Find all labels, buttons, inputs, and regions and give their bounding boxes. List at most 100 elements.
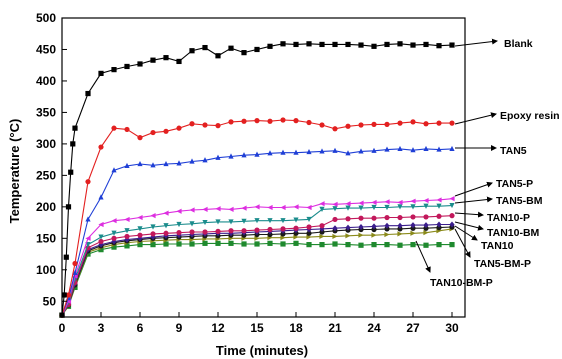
data-point bbox=[150, 129, 156, 136]
legend-label: TAN5 bbox=[500, 145, 527, 157]
data-point bbox=[319, 206, 325, 212]
data-point bbox=[111, 218, 117, 224]
data-point bbox=[124, 243, 130, 249]
data-point bbox=[241, 228, 247, 234]
series-line bbox=[61, 43, 453, 316]
data-point bbox=[293, 225, 299, 231]
data-point bbox=[280, 149, 286, 155]
data-point bbox=[280, 241, 286, 247]
data-point bbox=[410, 147, 416, 153]
data-point bbox=[163, 230, 169, 236]
data-point bbox=[371, 215, 377, 221]
x-tick-label: 6 bbox=[137, 321, 144, 335]
data-point bbox=[163, 160, 169, 167]
data-point bbox=[345, 41, 351, 48]
data-point bbox=[150, 162, 156, 168]
series-epoxy-resin bbox=[59, 117, 455, 318]
x-tick-label: 0 bbox=[59, 321, 66, 335]
data-point bbox=[397, 231, 403, 237]
data-point bbox=[436, 221, 442, 228]
data-point bbox=[306, 204, 312, 211]
data-point bbox=[241, 118, 247, 124]
data-point bbox=[423, 145, 429, 152]
data-point bbox=[384, 222, 390, 229]
data-point bbox=[98, 70, 104, 76]
data-point bbox=[293, 118, 299, 124]
data-point bbox=[306, 230, 312, 236]
data-point bbox=[319, 122, 325, 128]
data-point bbox=[137, 226, 143, 232]
data-point bbox=[449, 242, 455, 248]
data-point bbox=[228, 153, 234, 159]
data-point bbox=[72, 260, 78, 267]
data-point bbox=[228, 206, 234, 212]
data-point bbox=[358, 122, 364, 128]
data-point bbox=[449, 120, 455, 126]
data-point bbox=[423, 242, 429, 248]
data-point bbox=[358, 223, 364, 230]
legend-arrow bbox=[454, 221, 484, 231]
legend-tan5-bm: TAN5-BM bbox=[454, 195, 543, 207]
data-point bbox=[293, 234, 299, 240]
data-point bbox=[163, 223, 169, 229]
data-point bbox=[137, 242, 143, 248]
data-point bbox=[85, 179, 91, 185]
data-point bbox=[98, 221, 104, 228]
data-point bbox=[423, 41, 429, 48]
data-point bbox=[254, 151, 260, 157]
data-point bbox=[111, 67, 117, 73]
data-point bbox=[436, 242, 442, 248]
data-point bbox=[124, 216, 130, 223]
y-tick-label: 500 bbox=[36, 11, 56, 25]
x-tick-label: 30 bbox=[445, 321, 459, 335]
data-point bbox=[111, 230, 117, 236]
data-point bbox=[254, 204, 260, 210]
data-point bbox=[306, 242, 312, 248]
data-point bbox=[241, 218, 247, 224]
data-point bbox=[267, 150, 273, 156]
series-tan5-bm-p bbox=[59, 226, 455, 318]
data-point bbox=[358, 200, 364, 206]
data-point bbox=[176, 125, 182, 131]
data-point bbox=[150, 242, 156, 248]
data-point bbox=[306, 216, 312, 223]
data-point bbox=[332, 216, 338, 223]
data-point bbox=[332, 41, 338, 48]
data-point bbox=[436, 203, 442, 209]
x-tick-label: 21 bbox=[328, 321, 342, 335]
data-point bbox=[410, 204, 416, 210]
legend-tan10-bm: TAN10-BM bbox=[454, 221, 540, 239]
data-point bbox=[228, 219, 234, 225]
data-point bbox=[163, 55, 169, 61]
axes-layer: 50 100 150 200 250 300 350 400 450 500 0 3 6 9 12 15 18 2… bbox=[36, 11, 466, 335]
data-point bbox=[176, 221, 182, 228]
data-point bbox=[163, 210, 169, 216]
data-point bbox=[306, 234, 312, 240]
data-point bbox=[267, 204, 273, 211]
data-point bbox=[150, 213, 156, 219]
series-line bbox=[61, 242, 452, 316]
data-point bbox=[436, 146, 442, 152]
y-tick-label: 50 bbox=[43, 294, 57, 308]
x-tick-label: 12 bbox=[211, 321, 225, 335]
data-point bbox=[345, 233, 351, 239]
data-point bbox=[358, 242, 364, 248]
data-point bbox=[267, 226, 273, 233]
data-point bbox=[345, 242, 351, 248]
data-point bbox=[98, 238, 104, 245]
y-tick-label: 300 bbox=[36, 137, 56, 151]
data-point bbox=[85, 90, 91, 97]
data-point bbox=[202, 229, 208, 235]
y-tick-label: 450 bbox=[36, 42, 56, 56]
data-point bbox=[345, 201, 351, 207]
legend-arrow bbox=[454, 211, 484, 218]
data-point bbox=[254, 235, 260, 241]
data-point bbox=[111, 125, 117, 131]
data-point bbox=[176, 160, 182, 166]
data-point bbox=[254, 46, 260, 53]
data-point bbox=[189, 207, 195, 213]
data-point bbox=[267, 240, 273, 246]
data-point bbox=[215, 206, 221, 212]
data-point bbox=[98, 241, 104, 248]
data-point bbox=[267, 231, 273, 238]
